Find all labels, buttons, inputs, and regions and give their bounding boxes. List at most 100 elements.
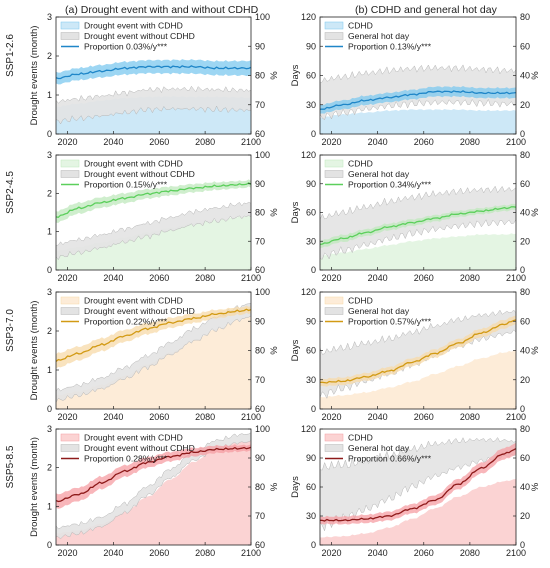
panel-a2: 0 1 2 3 60 70 80 90 100 2020 2040 2060 2080 2100% SSP2… bbox=[5, 150, 280, 283]
y2-tick-label: 70 bbox=[255, 236, 265, 246]
y-tick-label: 3 bbox=[47, 287, 52, 297]
y-tick-label: 120 bbox=[301, 287, 316, 297]
x-tick-label: 2040 bbox=[368, 412, 388, 422]
y-tick-label: 90 bbox=[306, 316, 316, 326]
y-tick-label: 2 bbox=[47, 51, 52, 61]
proportion-line bbox=[320, 90, 516, 110]
x-tick-label: 2060 bbox=[149, 548, 169, 558]
y-tick-label: 90 bbox=[306, 41, 316, 51]
proportion-line bbox=[320, 206, 516, 246]
y-tick-label: 2 bbox=[47, 188, 52, 198]
legend-swatch-gray bbox=[60, 444, 80, 452]
y2-tick-label: 90 bbox=[255, 179, 265, 189]
panel-a4: 0 1 2 3 60 70 80 90 100 2020 2040 2060 2080 2100 Droug… bbox=[5, 424, 280, 558]
y2-tick-label: 80 bbox=[255, 208, 265, 218]
y2-axis-label: % bbox=[530, 208, 541, 217]
y-axis-label: Days bbox=[290, 64, 301, 86]
x-tick-label: 2020 bbox=[57, 548, 77, 558]
y-tick-label: 30 bbox=[306, 236, 316, 246]
x-tick-label: 2040 bbox=[103, 412, 123, 422]
y2-tick-label: 100 bbox=[255, 12, 270, 22]
y2-tick-label: 0 bbox=[520, 540, 525, 550]
proportion-band bbox=[56, 444, 251, 509]
area-with-cdhd bbox=[56, 439, 251, 545]
y2-tick-label: 80 bbox=[255, 482, 265, 492]
y2-tick-label: 90 bbox=[255, 316, 265, 326]
legend-entry: Proportion 0.28%/y*** bbox=[84, 454, 168, 464]
y2-tick-label: 90 bbox=[255, 453, 265, 463]
y2-axis-label: % bbox=[530, 346, 541, 355]
legend-entry: Proportion 0.22%/y*** bbox=[84, 317, 168, 327]
x-tick-label: 2020 bbox=[322, 137, 342, 147]
y2-tick-label: 20 bbox=[520, 511, 530, 521]
y-tick-label: 3 bbox=[47, 150, 52, 160]
y2-tick-label: 80 bbox=[520, 424, 530, 434]
legend-swatch-fill bbox=[60, 296, 80, 305]
y-tick-label: 120 bbox=[301, 12, 316, 22]
y-tick-label: 1 bbox=[47, 90, 52, 100]
x-tick-label: 2020 bbox=[322, 412, 342, 422]
y2-tick-label: 80 bbox=[520, 150, 530, 160]
legend-entry: General hot day bbox=[348, 306, 410, 316]
x-tick-label: 2100 bbox=[241, 548, 261, 558]
panel-a3: 0 1 2 3 60 70 80 90 100 2020 2040 2060 2080 2100 Droug… bbox=[5, 287, 280, 422]
legend-entry: Proportion 0.03%/y*** bbox=[84, 42, 168, 52]
y2-tick-label: 70 bbox=[255, 375, 265, 385]
plot-area-a3 bbox=[56, 302, 251, 409]
legend-swatch-fill bbox=[324, 21, 344, 30]
x-tick-label: 2040 bbox=[368, 273, 388, 283]
column-title-a: (a) Drought event with and without CDHD bbox=[65, 4, 259, 16]
proportion-line bbox=[56, 308, 251, 363]
y2-tick-label: 20 bbox=[520, 100, 530, 110]
legend-entry: CDHD bbox=[348, 159, 373, 169]
y-tick-label: 60 bbox=[306, 208, 316, 218]
y2-tick-label: 60 bbox=[255, 265, 265, 275]
plot-area-b3 bbox=[320, 309, 516, 409]
x-tick-label: 2020 bbox=[57, 412, 77, 422]
legend-entry: Proportion 0.57%/y*** bbox=[348, 317, 432, 327]
legend-entry: General hot day bbox=[348, 443, 410, 453]
x-tick-label: 2080 bbox=[460, 548, 480, 558]
y-tick-label: 1 bbox=[47, 227, 52, 237]
proportion-line bbox=[56, 65, 251, 80]
y-tick-label: 0 bbox=[47, 540, 52, 550]
legend-swatch-fill bbox=[324, 296, 344, 305]
area-cdhd bbox=[320, 109, 516, 134]
x-tick-label: 2040 bbox=[103, 273, 123, 283]
proportion-line bbox=[56, 446, 251, 503]
y2-axis-label: % bbox=[269, 346, 280, 355]
x-tick-label: 2040 bbox=[103, 548, 123, 558]
x-tick-label: 2080 bbox=[460, 137, 480, 147]
y2-tick-label: 40 bbox=[520, 346, 530, 356]
area-cdhd bbox=[320, 233, 516, 270]
y2-tick-label: 100 bbox=[255, 287, 270, 297]
y2-tick-label: 0 bbox=[520, 265, 525, 275]
y-tick-label: 3 bbox=[47, 424, 52, 434]
legend-swatch-fill bbox=[324, 433, 344, 442]
x-tick-label: 2100 bbox=[506, 412, 526, 422]
plot-area-b1 bbox=[320, 64, 516, 134]
plot-area-a2 bbox=[56, 179, 251, 270]
x-tick-label: 2060 bbox=[149, 273, 169, 283]
y-axis-label: Days bbox=[290, 201, 301, 223]
y2-tick-label: 90 bbox=[255, 41, 265, 51]
x-tick-label: 2100 bbox=[506, 137, 526, 147]
y-tick-label: 120 bbox=[301, 424, 316, 434]
y2-tick-label: 60 bbox=[255, 129, 265, 139]
legend-entry: Drought event with CDHD bbox=[84, 296, 183, 306]
legend-entry: General hot day bbox=[348, 169, 410, 179]
band-without-cdhd bbox=[56, 201, 251, 261]
x-tick-label: 2060 bbox=[149, 412, 169, 422]
y2-tick-label: 60 bbox=[255, 404, 265, 414]
x-tick-label: 2100 bbox=[506, 273, 526, 283]
legend-entry: Proportion 0.66%/y*** bbox=[348, 454, 432, 464]
band-without-cdhd bbox=[56, 85, 251, 125]
